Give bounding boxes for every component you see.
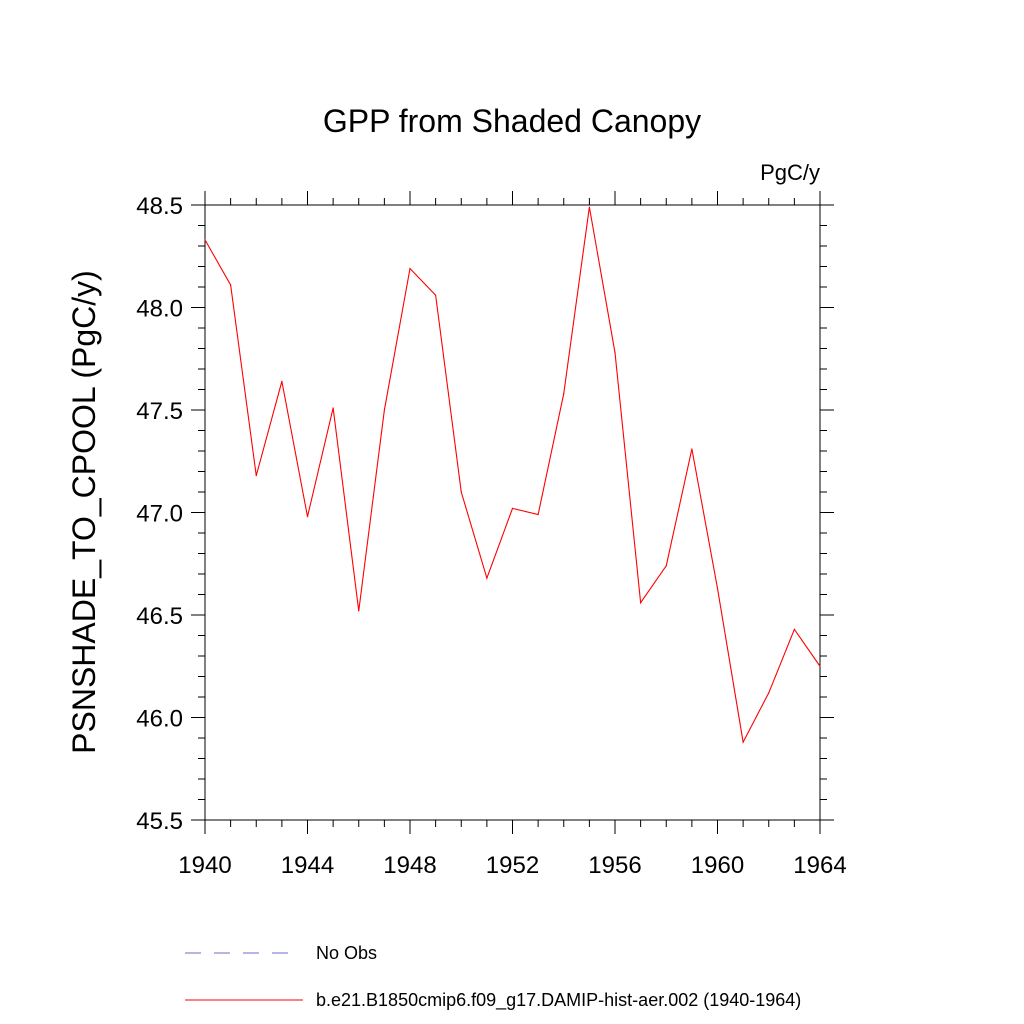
- legend-label-series: b.e21.B1850cmip6.f09_g17.DAMIP-hist-aer.…: [316, 990, 801, 1011]
- plot-frame: [204, 204, 821, 821]
- y-tick-label: 48.5: [136, 193, 183, 220]
- data-point: [460, 491, 462, 493]
- y-axis-label: PSNSHADE_TO_CPOOL (PgC/y): [66, 270, 102, 754]
- x-tick-label: 1948: [383, 852, 436, 879]
- data-point: [793, 628, 795, 630]
- y-tick-label: 46.0: [136, 706, 183, 733]
- data-point: [511, 507, 514, 509]
- data-point: [768, 692, 770, 694]
- series-line: [204, 206, 821, 744]
- data-point: [332, 407, 334, 409]
- data-point: [281, 380, 283, 382]
- data-point: [537, 513, 539, 516]
- y-tick-label: 47.5: [136, 398, 183, 425]
- legend-label-no-obs: No Obs: [316, 943, 377, 963]
- data-point: [640, 602, 642, 604]
- x-tick-label: 1956: [588, 852, 641, 879]
- x-tick-label: 1964: [793, 852, 846, 879]
- data-point: [358, 610, 360, 612]
- data-point: [255, 475, 257, 477]
- y-tick-label: 48.0: [136, 296, 183, 323]
- plot-area: 1940 1944 1948 1952 1956 1960 1964 45.5 46.0 46.5…: [136, 191, 847, 879]
- y-tick-label: 45.5: [136, 808, 183, 835]
- data-point: [409, 267, 411, 270]
- data-point: [819, 665, 821, 667]
- chart-title: GPP from Shaded Canopy: [323, 103, 701, 139]
- data-point: [435, 294, 437, 296]
- data-point: [614, 352, 616, 354]
- data-point: [383, 409, 385, 411]
- legend: No Obs b.e21.B1850cmip6.f09_g17.DAMIP-hi…: [185, 943, 801, 1011]
- data-point: [306, 516, 309, 518]
- y-tick-label: 46.5: [136, 603, 183, 630]
- data-point: [204, 239, 206, 241]
- data-point: [665, 565, 667, 567]
- data-point: [742, 741, 744, 743]
- data-point: [486, 577, 488, 579]
- y-tick-label: 47.0: [136, 501, 183, 528]
- data-point: [691, 448, 693, 450]
- x-tick-label: 1952: [486, 852, 539, 879]
- data-point: [563, 393, 565, 395]
- data-point: [716, 587, 719, 589]
- x-tick-label: 1940: [178, 852, 231, 879]
- x-tick-label: 1944: [281, 852, 334, 879]
- data-point: [588, 206, 590, 208]
- units-label: PgC/y: [760, 160, 820, 185]
- x-tick-label: 1960: [691, 852, 744, 879]
- data-point: [230, 284, 232, 286]
